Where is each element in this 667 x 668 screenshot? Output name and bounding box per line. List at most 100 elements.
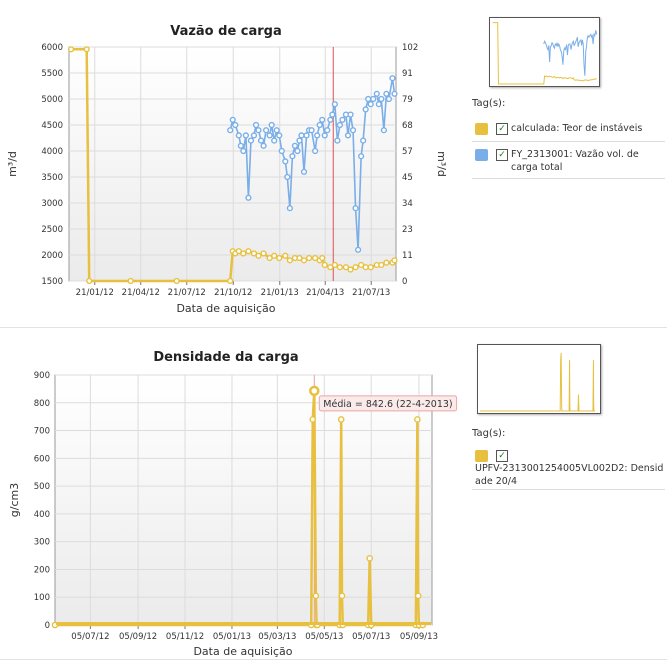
plot-area <box>68 46 397 282</box>
data-point <box>300 257 308 264</box>
data-point <box>294 147 301 155</box>
data-point <box>383 90 390 97</box>
y2-tick-label: 91 <box>402 69 413 79</box>
data-point <box>352 264 359 271</box>
data-point <box>329 111 336 118</box>
x-axis-label: Data de aquisição <box>176 302 275 315</box>
data-point <box>245 194 252 201</box>
data-point <box>338 592 346 600</box>
data-point <box>298 132 305 139</box>
x-tick-label: 21/07/12 <box>168 288 206 298</box>
x-tick-label: 21/04/12 <box>122 288 160 298</box>
data-point <box>414 416 421 423</box>
data-point <box>276 132 283 139</box>
data-point <box>312 592 320 600</box>
y2-tick-label: 45 <box>402 173 413 183</box>
x-tick-label: 21/07/13 <box>352 288 390 298</box>
y-tick-label: 4500 <box>41 121 63 131</box>
legend-item-vazao-vol[interactable]: ✓ FY_2313001: Vazão vol. de carga total <box>475 148 665 174</box>
data-point <box>378 95 385 103</box>
data-point <box>316 121 323 129</box>
legend-swatch-gold <box>475 450 488 462</box>
y-tick-label: 4000 <box>41 147 63 157</box>
data-point <box>229 116 236 123</box>
y-axis-label: g/cm3 <box>8 483 21 517</box>
data-point <box>282 158 289 165</box>
data-point <box>232 121 239 129</box>
tags-label: Tag(s): <box>472 98 506 109</box>
data-point <box>349 127 357 134</box>
data-point <box>385 95 393 103</box>
panel-divider <box>0 327 667 328</box>
legend-checkbox[interactable]: ✓ <box>496 123 508 135</box>
y-tick-label: 5000 <box>41 95 63 105</box>
y2-tick-label: 11 <box>402 251 413 261</box>
data-point <box>303 132 310 139</box>
chart-vazao-de-carga: 1500 2000 2500 3000 3500 4000 4500 5000 5500 6000… <box>6 24 448 315</box>
y-tick-label: 3000 <box>41 199 63 209</box>
data-point <box>347 111 354 118</box>
data-point <box>286 257 293 264</box>
data-point <box>300 168 308 175</box>
data-point <box>242 132 249 139</box>
data-point <box>339 116 346 123</box>
data-point <box>276 254 283 262</box>
tooltip-text: Média = 842.6 (22-4-2013) <box>323 399 452 410</box>
data-point <box>309 416 317 423</box>
data-point <box>314 132 321 139</box>
chart-title: Densidade da carga <box>153 350 298 365</box>
data-point <box>334 137 341 144</box>
data-point <box>173 277 180 285</box>
data-point <box>127 277 134 285</box>
overview-thumbnail[interactable] <box>477 344 601 414</box>
data-point <box>391 90 398 97</box>
legend-item-teor-instaveis[interactable]: ✓ calculada: Teor de instáveis <box>475 122 665 135</box>
data-point <box>245 248 252 255</box>
legend-checkbox[interactable]: ✓ <box>496 450 508 462</box>
x-tick-label: 21/10/12 <box>214 288 252 298</box>
y-tick-label: 3500 <box>41 173 63 183</box>
data-point <box>227 127 234 134</box>
legend-item-densidade[interactable]: ✓ UPFV-2313001254005VL002D2: Densidade 2… <box>475 449 667 488</box>
y-tick-label: 400 <box>34 510 50 520</box>
data-point <box>284 173 291 181</box>
y2-tick-label: 23 <box>402 225 413 235</box>
x-tick-label: 05/01/13 <box>213 632 251 642</box>
data-point <box>260 142 267 149</box>
tags-label: Tag(s): <box>472 428 506 439</box>
data-point <box>383 259 390 266</box>
legend-divider <box>472 489 665 490</box>
legend-label: calculada: Teor de instáveis <box>511 123 643 134</box>
y-tick-label: 500 <box>34 482 50 492</box>
data-point <box>342 264 350 271</box>
y-tick-label: 2000 <box>41 251 63 261</box>
y-tick-label: 5500 <box>41 69 63 79</box>
data-point <box>380 127 387 134</box>
y-tick-label: 2500 <box>41 225 63 235</box>
data-point <box>327 116 334 123</box>
data-point <box>365 95 372 103</box>
data-point <box>347 266 354 273</box>
y-tick-label: 200 <box>34 565 50 575</box>
data-point <box>271 137 278 144</box>
data-point <box>86 277 93 285</box>
y2-axis-label: m³/d <box>435 151 448 177</box>
data-point <box>378 261 385 269</box>
data-point <box>358 153 365 160</box>
x-tick-label: 05/05/13 <box>305 632 343 642</box>
data-point <box>391 257 398 264</box>
y-tick-label: 300 <box>34 538 50 548</box>
y2-tick-label: 79 <box>402 95 413 105</box>
data-point <box>252 121 260 129</box>
x-tick-label: 05/09/13 <box>400 632 438 642</box>
data-point <box>247 137 255 144</box>
overview-line <box>492 22 597 85</box>
legend-checkbox[interactable]: ✓ <box>496 149 508 161</box>
data-point <box>373 90 380 97</box>
overview-thumbnail[interactable] <box>489 17 600 87</box>
data-point <box>260 250 267 257</box>
data-point <box>266 132 273 139</box>
data-point <box>271 252 278 259</box>
y-tick-label: 100 <box>34 593 50 603</box>
data-point <box>354 246 362 253</box>
